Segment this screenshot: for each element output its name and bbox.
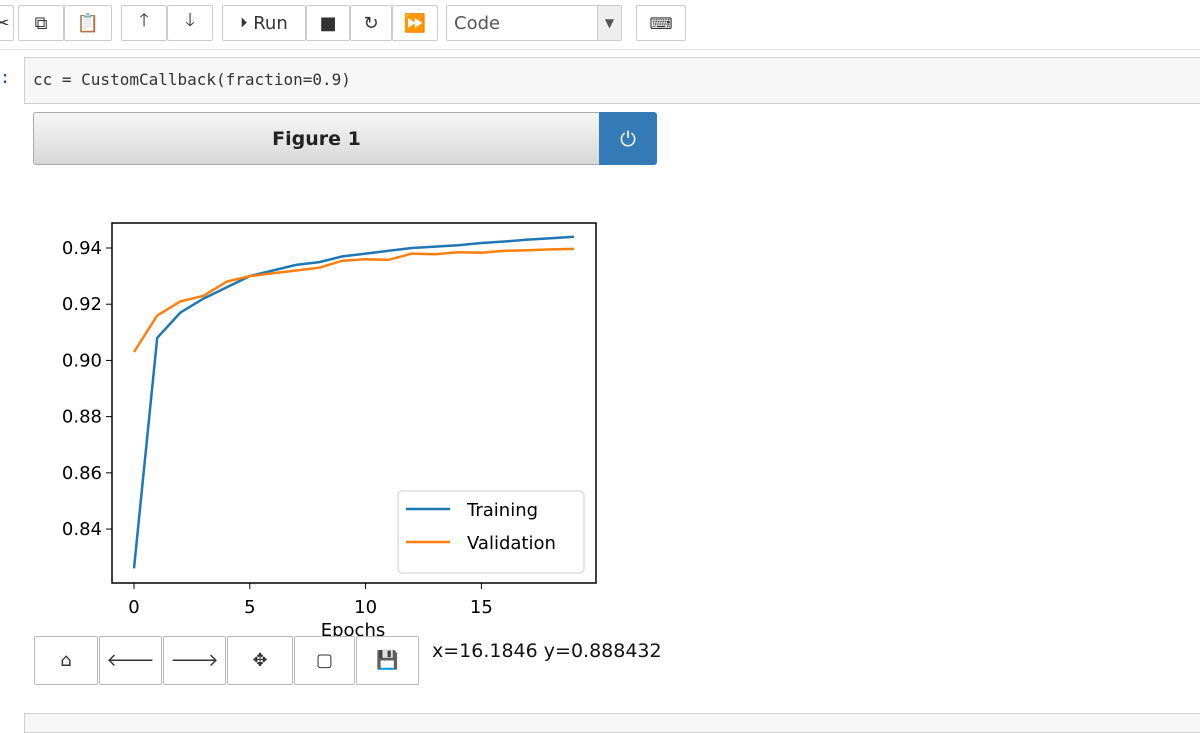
code-input[interactable]: cc = CustomCallback(fraction=0.9): [24, 57, 1200, 104]
restart-button[interactable]: ↻: [350, 5, 392, 41]
line-series: [132, 247, 575, 353]
line-series: [132, 235, 575, 569]
keyboard-button[interactable]: ⌨: [636, 5, 686, 41]
cell-type-select[interactable]: Code ▼: [446, 5, 622, 41]
x-tick-label: 5: [244, 597, 255, 618]
copy-button[interactable]: ⧉: [18, 5, 64, 41]
forward-button[interactable]: 🡒: [163, 636, 226, 685]
y-tick-label: 0.86: [62, 463, 102, 484]
x-tick-label: 15: [470, 597, 493, 618]
legend-label: Training: [466, 500, 538, 521]
y-tick-label: 0.90: [62, 350, 102, 371]
cell-type-label: Code: [454, 12, 501, 34]
pan-button[interactable]: ✥: [227, 636, 293, 685]
back-button[interactable]: 🡐: [99, 636, 162, 685]
figure-title: Figure 1: [272, 127, 361, 150]
move-down-button[interactable]: 🡓: [167, 5, 213, 41]
save-button[interactable]: 💾: [356, 636, 419, 685]
cell-prompt: :: [0, 68, 11, 88]
y-tick-label: 0.94: [62, 238, 102, 259]
y-tick-label: 0.92: [62, 294, 102, 315]
run-icon: ⏵: [240, 15, 248, 31]
close-figure-button[interactable]: ⏻: [599, 112, 657, 165]
cursor-status: x=16.1846 y=0.888432: [432, 640, 662, 662]
run-all-button[interactable]: ⏩: [392, 5, 438, 41]
run-button[interactable]: ⏵ Run: [222, 5, 306, 41]
code-text: cc = CustomCallback(fraction=0.9): [33, 70, 351, 89]
chart: Epochs 0.84 0.86 0.88 0.90 0.92 0.94 0 5 10 15 Tra…: [62, 222, 597, 640]
x-tick-label: 0: [128, 597, 139, 618]
cut-button[interactable]: ✂: [0, 5, 14, 41]
y-tick-label: 0.88: [62, 407, 102, 428]
next-cell[interactable]: [24, 713, 1200, 733]
paste-button[interactable]: 📋: [64, 5, 112, 41]
x-axis-label: Epochs: [321, 620, 386, 640]
zoom-button[interactable]: ▢: [294, 636, 355, 685]
select-arrow: ▼: [597, 6, 621, 40]
legend-box: [397, 490, 585, 574]
stop-button[interactable]: ■: [306, 5, 350, 41]
home-button[interactable]: ⌂: [34, 636, 98, 685]
y-tick-label: 0.84: [62, 519, 102, 540]
x-tick-label: 10: [354, 597, 377, 618]
figure-header: Figure 1: [33, 112, 600, 165]
run-label: Run: [253, 12, 288, 34]
move-up-button[interactable]: 🡑: [121, 5, 167, 41]
legend-label: Validation: [467, 533, 556, 554]
plot-frame: [111, 222, 597, 584]
